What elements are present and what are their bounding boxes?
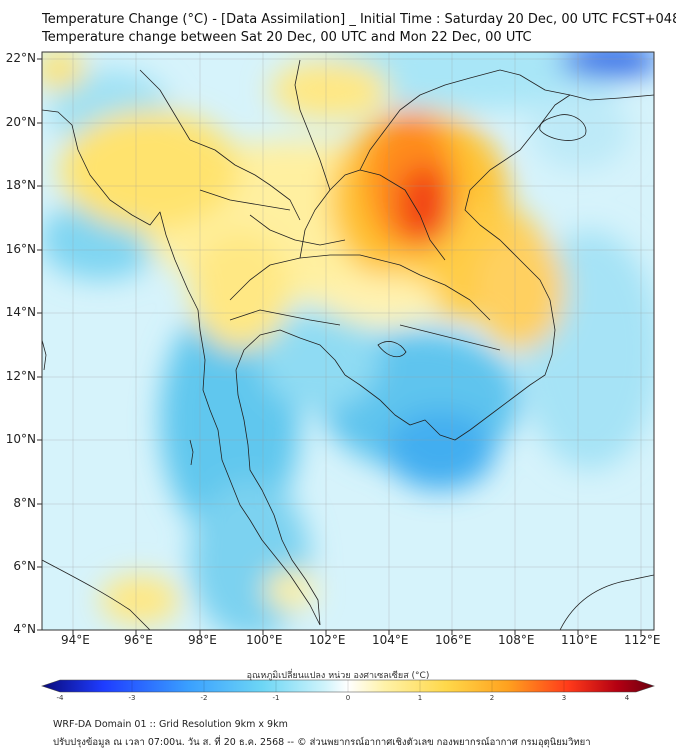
coastlines-and-borders [42, 59, 654, 630]
lat-label: 16°N [5, 242, 36, 256]
lon-label: 98°E [188, 633, 217, 647]
colorbar-tick: 0 [345, 694, 351, 702]
lat-label: 8°N [13, 496, 36, 510]
lat-label: 22°N [5, 51, 36, 65]
colorbar-tick: -1 [272, 694, 280, 702]
lat-label: 6°N [13, 559, 36, 573]
lon-label: 110°E [561, 633, 598, 647]
map-field [42, 52, 654, 630]
lon-label: 108°E [498, 633, 535, 647]
axis-ticks [37, 58, 642, 635]
footer-model-info: WRF-DA Domain 01 :: Grid Resolution 9km … [53, 719, 288, 730]
map-title: Temperature Change (°C) - [Data Assimila… [42, 11, 676, 47]
colorbar-tick: -3 [128, 694, 136, 702]
colorbar-tick: 1 [417, 694, 423, 702]
lat-label: 10°N [5, 432, 36, 446]
footer-update-info: ปรับปรุงข้อมูล ณ เวลา 07:00น. วัน ส. ที่… [53, 737, 591, 748]
lon-label: 100°E [246, 633, 283, 647]
lat-label: 20°N [5, 115, 36, 129]
colorbar-tick: -4 [56, 694, 64, 702]
colorbar [41, 679, 655, 693]
lon-label: 94°E [61, 633, 90, 647]
lon-label: 96°E [124, 633, 153, 647]
title-line-1: Temperature Change (°C) - [Data Assimila… [42, 12, 676, 27]
lat-label: 18°N [5, 178, 36, 192]
lat-label: 4°N [13, 622, 36, 636]
lon-label: 104°E [372, 633, 409, 647]
map-frame [41, 51, 655, 631]
lon-label: 102°E [309, 633, 346, 647]
colorbar-tick: -2 [200, 694, 208, 702]
lat-label: 12°N [5, 369, 36, 383]
colorbar-title: อุณหภูมิเปลี่ยนแปลง หน่วย องศาเซลเซียส (… [246, 671, 430, 681]
lat-label: 14°N [5, 305, 36, 319]
colorbar-tick: 2 [489, 694, 495, 702]
colorbar-tick: 3 [561, 694, 567, 702]
lon-label: 112°E [624, 633, 661, 647]
lon-label: 106°E [435, 633, 472, 647]
title-line-2: Temperature change between Sat 20 Dec, 0… [42, 30, 532, 45]
colorbar-tick: 4 [624, 694, 630, 702]
map-gridlines [42, 52, 654, 630]
